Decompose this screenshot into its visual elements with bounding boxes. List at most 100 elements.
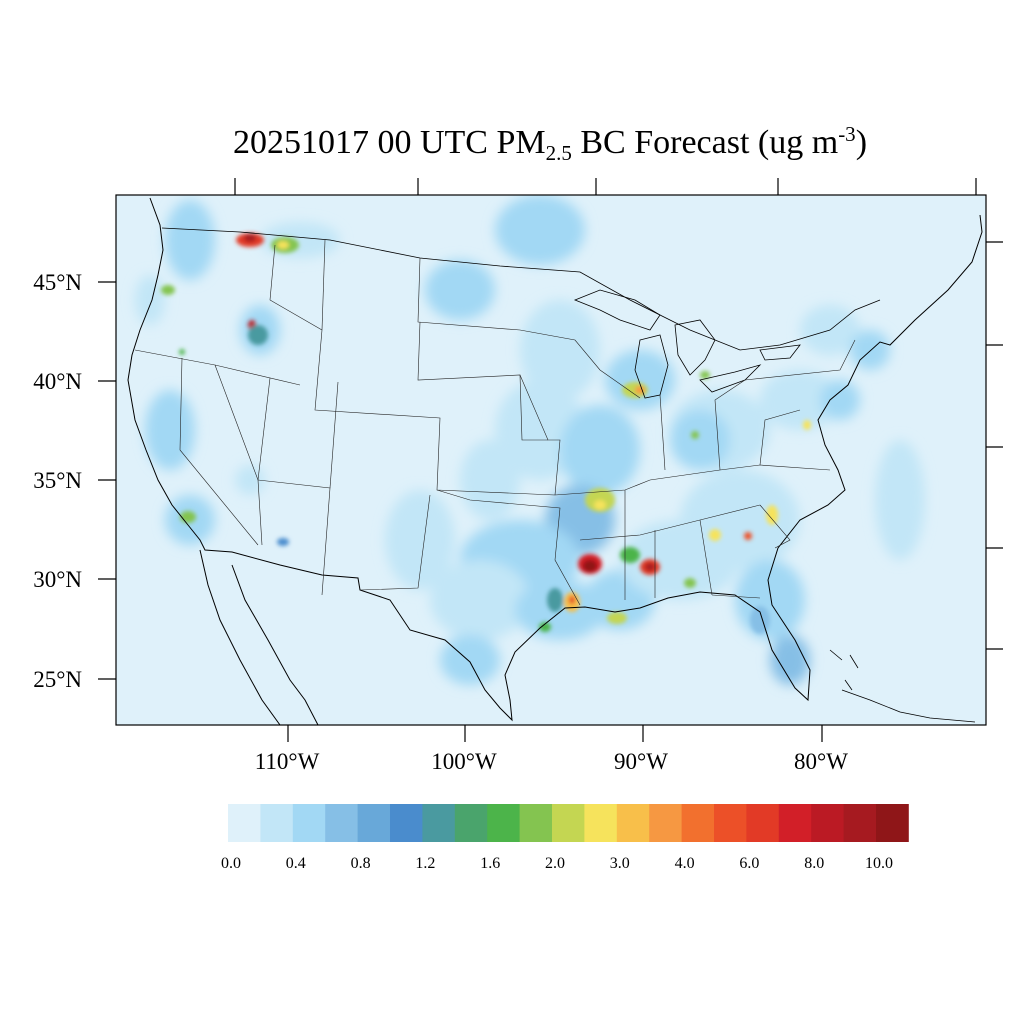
colorbar-label: 1.2 — [415, 855, 435, 872]
concentration-blob — [161, 285, 175, 295]
concentration-blob — [244, 234, 256, 242]
colorbar-label: 8.0 — [804, 855, 824, 872]
us-outline — [127, 197, 983, 722]
lat-label-30: 30°N — [33, 567, 82, 592]
baja-outline — [199, 549, 281, 725]
colorbar-labels: 0.0 0.4 0.8 1.2 1.6 2.0 3.0 4.0 6.0 8.0 10.0 — [221, 855, 893, 872]
concentration-blob — [539, 622, 551, 632]
concentration-blob — [850, 330, 890, 370]
canada-border — [161, 227, 881, 351]
colorbar-swatch — [260, 804, 294, 842]
concentration-blob — [680, 470, 800, 570]
colorbar-swatch — [778, 804, 812, 842]
colorbar-swatch — [876, 804, 909, 842]
concentration-blob — [495, 195, 585, 265]
lat-label-35: 35°N — [33, 468, 82, 493]
colorbar-swatch — [422, 804, 456, 842]
concentration-blob — [385, 490, 455, 590]
colorbar-swatch — [681, 804, 715, 842]
colorbar-swatch — [714, 804, 747, 842]
concentration-blob — [605, 350, 675, 410]
concentration-blob — [709, 529, 721, 541]
colorbar-swatch — [519, 804, 553, 842]
concentration-blob — [744, 532, 752, 540]
concentration-field-background — [135, 195, 925, 685]
concentration-blob — [760, 370, 840, 430]
concentration-blob — [770, 635, 810, 685]
concentration-blob — [135, 275, 165, 325]
concentration-blob — [520, 300, 600, 400]
concentration-blob — [620, 547, 640, 563]
colorbar-label: 3.0 — [610, 855, 630, 872]
colorbar-label: 10.0 — [865, 855, 893, 872]
concentration-blob — [670, 410, 730, 470]
colorbar-label: 0.8 — [351, 855, 371, 872]
colorbar-swatch — [811, 804, 844, 842]
concentration-blob — [700, 371, 710, 379]
colorbar-swatch — [357, 804, 391, 842]
concentration-blob — [875, 440, 925, 560]
concentration-blob — [684, 578, 696, 588]
concentration-blob — [277, 241, 289, 249]
concentration-blob — [165, 200, 215, 280]
map-frame — [115, 194, 987, 726]
concentration-blob — [180, 511, 196, 523]
colorbar-swatch — [228, 804, 261, 842]
colorbar-swatch — [584, 804, 618, 842]
lon-label-100w: 100°W — [431, 749, 497, 774]
state-boundaries — [134, 239, 856, 606]
colorbar-label: 1.6 — [480, 855, 500, 872]
colorbar-swatch — [292, 804, 326, 842]
bahamas-outline — [829, 649, 859, 691]
lon-label-80w: 80°W — [794, 749, 848, 774]
concentration-blob — [594, 500, 606, 510]
concentration-blob — [583, 560, 597, 572]
colorbar-swatch — [325, 804, 358, 842]
colorbar-label: 0.0 — [221, 855, 241, 872]
colorbar-label: 2.0 — [545, 855, 565, 872]
concentration-blob — [607, 612, 627, 624]
concentration-blob — [569, 596, 575, 604]
colorbar-swatch — [746, 804, 780, 842]
lat-label-40: 40°N — [33, 369, 82, 394]
colorbar-swatch — [843, 804, 877, 842]
lon-label-110w: 110°W — [255, 749, 320, 774]
concentration-blob — [766, 505, 778, 525]
concentration-blob — [645, 563, 655, 571]
mexico-gulf-outline — [231, 564, 319, 725]
colorbar-swatch — [487, 804, 520, 842]
concentration-blob — [560, 405, 640, 495]
cuba-outline — [841, 689, 976, 723]
axis-ticks — [98, 178, 1003, 742]
concentration-blob — [440, 635, 500, 685]
colorbar — [228, 804, 909, 842]
concentration-blob — [179, 349, 185, 355]
concentration-blob — [820, 380, 860, 420]
colorbar-label: 0.4 — [286, 855, 306, 872]
colorbar-swatch — [390, 804, 423, 842]
colorbar-swatch — [649, 804, 682, 842]
concentration-blob — [425, 260, 495, 320]
concentration-blob — [277, 538, 289, 546]
concentration-blob — [547, 588, 563, 612]
concentration-blob — [691, 431, 699, 439]
colorbar-swatch — [552, 804, 585, 842]
lat-label-45: 45°N — [33, 270, 82, 295]
lat-label-25: 25°N — [33, 667, 82, 692]
concentration-blob — [460, 440, 520, 520]
lon-label-90w: 90°W — [614, 749, 668, 774]
colorbar-swatch — [454, 804, 488, 842]
colorbar-label: 6.0 — [739, 855, 759, 872]
concentration-hotspots — [161, 233, 811, 634]
concentration-blob — [430, 560, 530, 640]
colorbar-label: 4.0 — [675, 855, 695, 872]
concentration-blob — [750, 606, 770, 634]
concentration-blob — [248, 325, 268, 345]
concentration-blob — [145, 390, 195, 470]
concentration-blob — [803, 420, 811, 430]
concentration-blob — [515, 580, 605, 640]
page-title: 20251017 00 UTC PM2.5 BC Forecast (ug m-… — [232, 122, 868, 165]
concentration-blob — [235, 465, 265, 495]
colorbar-swatch — [616, 804, 650, 842]
